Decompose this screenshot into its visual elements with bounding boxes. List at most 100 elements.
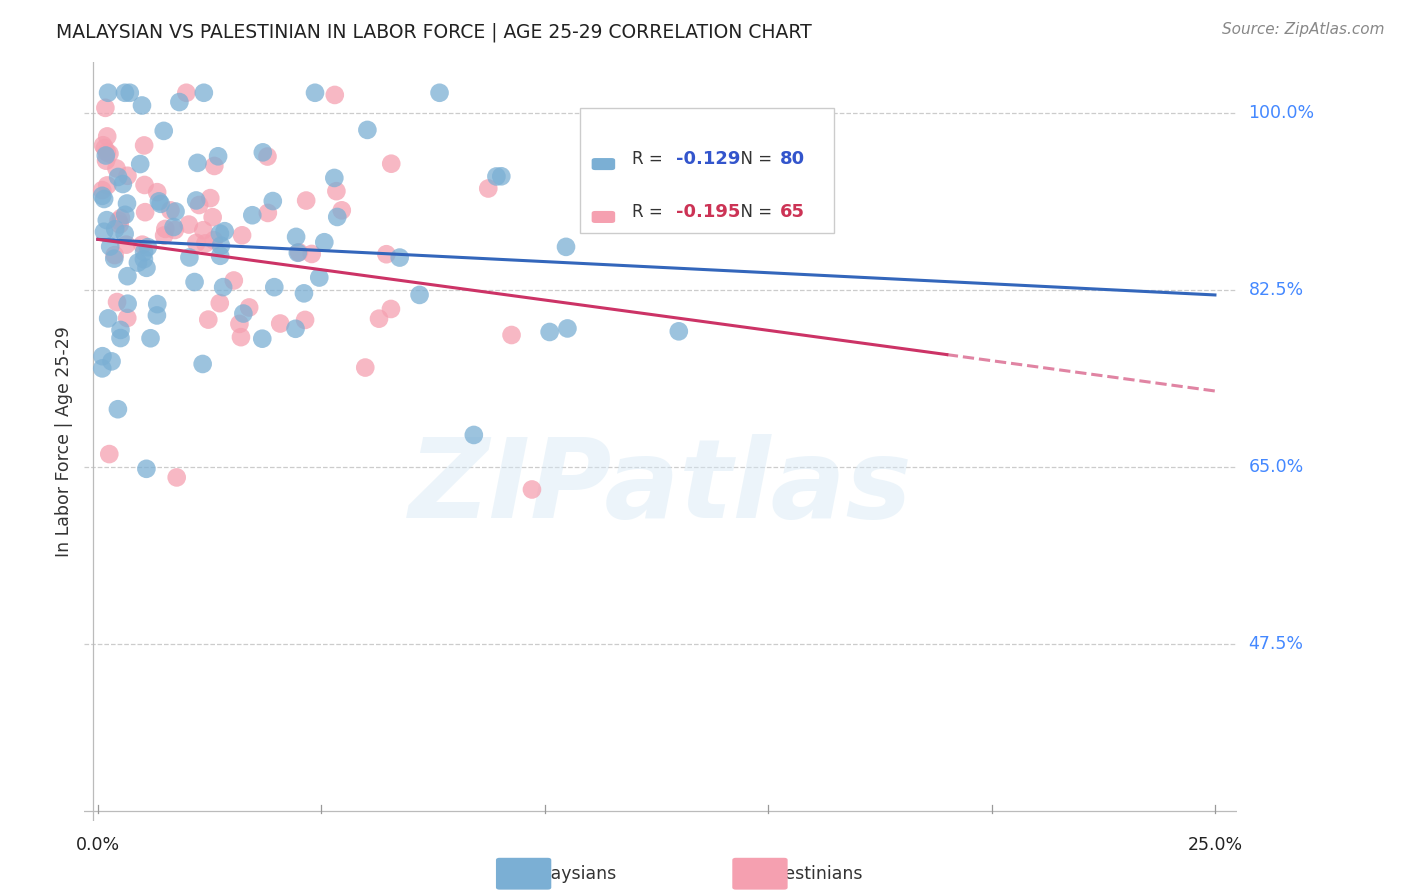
Point (146, 297, 169, 311)
Point (520, 483, 543, 497)
Point (114, 227, 136, 241)
Text: 80: 80 (779, 150, 804, 168)
Point (429, 86, 451, 100)
Point (94, 148, 117, 162)
Point (256, 149, 278, 163)
Point (114, 208, 136, 222)
Point (644, 189, 666, 203)
Point (186, 156, 208, 170)
Point (183, 275, 205, 289)
FancyBboxPatch shape (592, 211, 616, 223)
Point (115, 237, 138, 252)
Point (91, 183, 114, 197)
Point (356, 123, 378, 137)
Point (110, 323, 132, 337)
Point (408, 288, 430, 302)
Point (477, 181, 499, 195)
Point (314, 235, 336, 250)
Point (304, 86, 326, 100)
Point (165, 204, 187, 219)
Point (323, 87, 346, 102)
Point (132, 245, 155, 260)
Point (152, 124, 174, 138)
Point (292, 286, 315, 301)
Point (91, 361, 114, 376)
Point (368, 311, 391, 326)
Point (104, 248, 127, 262)
Point (252, 332, 274, 346)
Point (380, 301, 402, 316)
Point (94, 101, 117, 115)
Text: R =: R = (633, 202, 668, 220)
Point (94, 141, 117, 155)
Point (262, 194, 284, 208)
Point (375, 247, 398, 261)
Point (117, 310, 139, 325)
Point (238, 301, 260, 315)
Point (153, 228, 176, 243)
Y-axis label: In Labor Force | Age 25-29: In Labor Force | Age 25-29 (55, 326, 73, 557)
Text: 47.5%: 47.5% (1249, 635, 1303, 653)
Point (136, 240, 159, 254)
Point (163, 223, 186, 237)
FancyBboxPatch shape (581, 108, 834, 233)
Point (228, 317, 250, 331)
Point (139, 331, 162, 345)
Point (98, 447, 121, 461)
Point (668, 324, 690, 338)
Point (326, 210, 349, 224)
Point (146, 185, 169, 199)
Point (188, 198, 211, 212)
Point (214, 224, 236, 238)
Point (200, 191, 222, 205)
Point (127, 255, 149, 269)
Text: MALAYSIAN VS PALESTINIAN IN LABOR FORCE | AGE 25-29 CORRELATION CHART: MALAYSIAN VS PALESTINIAN IN LABOR FORCE … (56, 22, 813, 42)
Text: ZIPatlas: ZIPatlas (409, 434, 912, 541)
Point (212, 280, 235, 294)
Point (207, 149, 229, 163)
Text: N =: N = (730, 202, 778, 220)
Point (134, 178, 156, 192)
Point (97, 86, 120, 100)
Point (134, 205, 156, 219)
Point (222, 273, 245, 287)
Point (380, 157, 402, 171)
Text: Malaysians: Malaysians (520, 864, 617, 883)
Point (105, 295, 128, 310)
Point (91, 189, 114, 203)
Point (129, 157, 152, 171)
Point (240, 208, 263, 222)
Point (103, 252, 125, 266)
Point (197, 312, 219, 326)
Point (232, 306, 254, 320)
Point (263, 280, 285, 294)
Text: -0.129: -0.129 (676, 150, 740, 168)
Point (91, 349, 114, 363)
Point (117, 169, 139, 183)
Point (186, 235, 208, 250)
Point (94, 153, 117, 168)
Point (107, 169, 129, 184)
Point (100, 354, 122, 368)
Point (208, 296, 231, 310)
Point (162, 220, 184, 235)
Text: 25.0%: 25.0% (1188, 836, 1243, 854)
Point (231, 228, 253, 243)
Text: N =: N = (730, 150, 778, 168)
Point (134, 138, 156, 153)
Point (131, 98, 153, 112)
Text: 65.0%: 65.0% (1249, 458, 1303, 475)
Point (146, 309, 169, 323)
Point (354, 360, 377, 375)
Point (485, 169, 508, 184)
Point (110, 331, 132, 345)
Point (155, 222, 177, 236)
Point (555, 240, 578, 254)
FancyBboxPatch shape (592, 158, 616, 170)
Point (107, 402, 129, 417)
Point (107, 213, 129, 227)
Point (132, 252, 155, 267)
Point (104, 222, 127, 236)
Point (98, 146, 121, 161)
Text: R =: R = (633, 150, 668, 168)
